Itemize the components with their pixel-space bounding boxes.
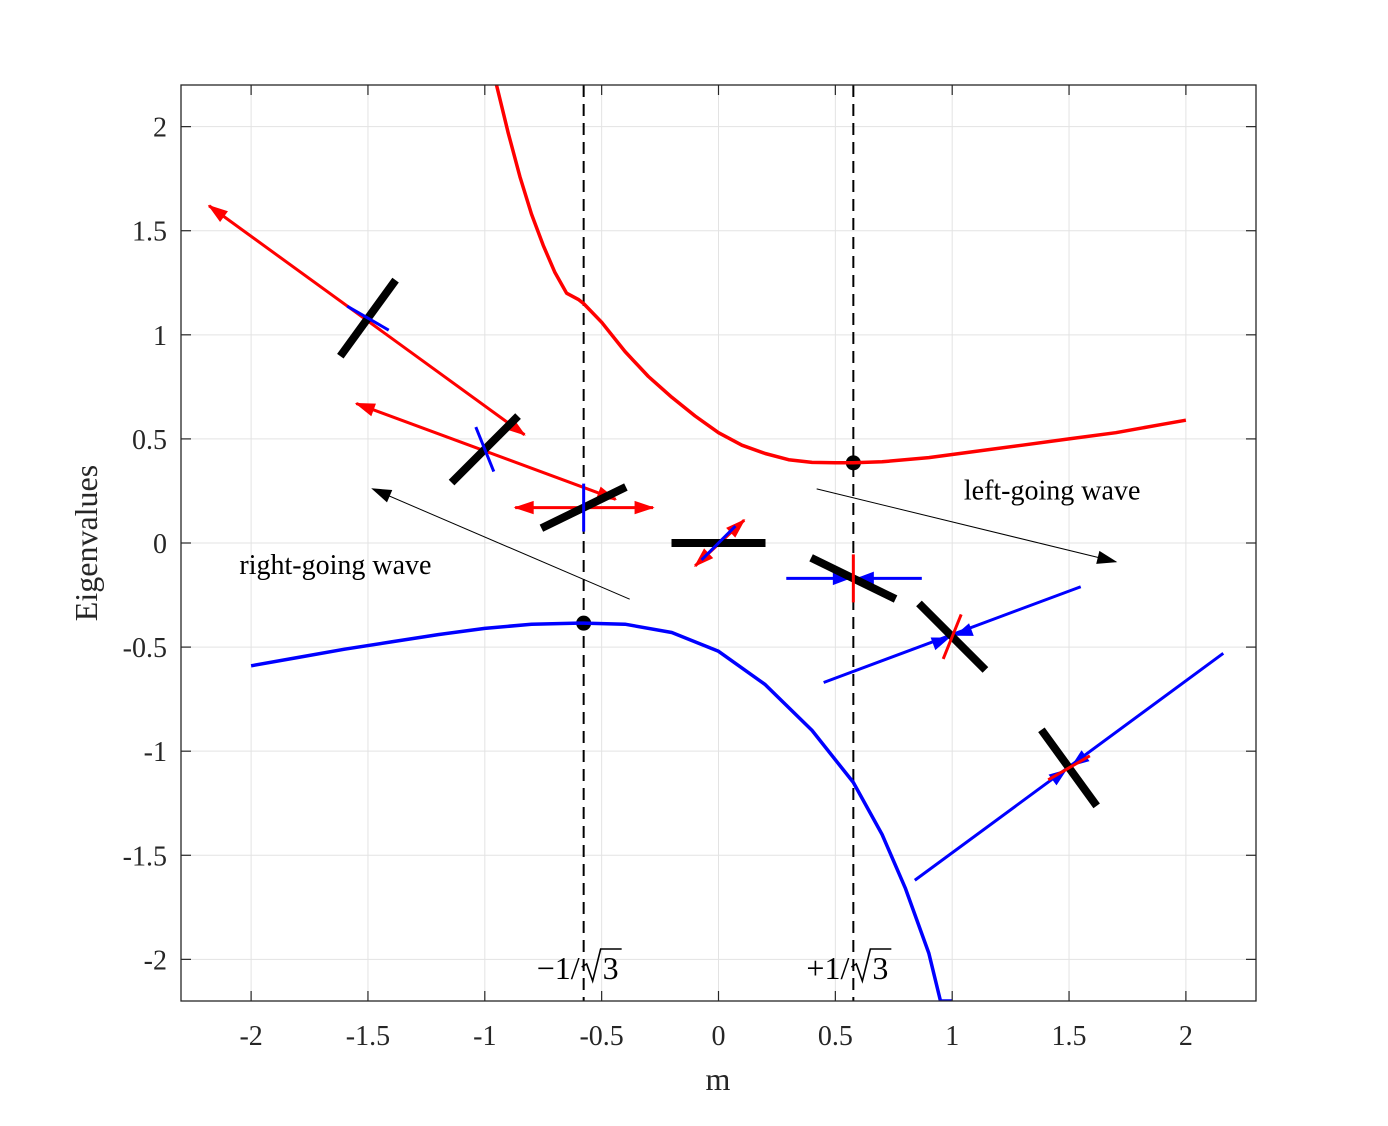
characteristic-glyph — [786, 554, 922, 603]
x-tick-label: 1.5 — [1052, 1021, 1087, 1052]
y-tick-label: -1 — [144, 737, 167, 768]
y-tick-label: 1 — [153, 321, 167, 352]
y-tick-label: -0.5 — [123, 633, 167, 664]
x-tick-label: 2 — [1179, 1021, 1193, 1052]
y-tick-label: 0.5 — [132, 425, 167, 456]
wave-annotation-arrow — [372, 488, 630, 600]
wave-annotation-text: left-going wave — [964, 475, 1140, 506]
y-axis-label: Eigenvalues — [68, 465, 104, 621]
reference-line-label: +1/3 — [806, 948, 892, 986]
characteristic-glyph — [671, 519, 766, 567]
wave-annotation-arrow — [816, 488, 1116, 563]
x-tick-label: 0 — [712, 1021, 726, 1052]
annotations: right-going wave left-going wave — [239, 475, 1140, 600]
y-tick-label: -2 — [144, 945, 167, 976]
characteristic-glyph — [823, 585, 1082, 684]
reference-line-label: −1/3 — [537, 948, 622, 986]
eigenvalue-curve — [250, 621, 953, 1001]
x-tick-label: -2 — [239, 1021, 262, 1052]
x-tick-label: 1 — [945, 1021, 959, 1052]
x-tick-label: 0.5 — [818, 1021, 853, 1052]
arrow-head — [207, 204, 228, 223]
arrow-head — [354, 402, 376, 417]
crossing-tick — [474, 426, 496, 473]
crossing-tick — [1047, 754, 1091, 782]
x-tick-label: -1.5 — [346, 1021, 390, 1052]
crossing-tick — [941, 613, 963, 660]
series — [250, 85, 1187, 1001]
characteristic-glyph — [207, 204, 526, 436]
arrow-head — [1096, 550, 1118, 564]
characteristic-glyphs — [207, 204, 1225, 882]
sqrt-symbol — [850, 948, 892, 984]
arrow-head — [954, 623, 974, 636]
wave-annotation: right-going wave — [239, 488, 630, 600]
ticks: -2 -1.5 -1 -0.5 0 0.5 1 1.5 2 2 1.5 1 0.5 0 -0.5 -1 -1.5… — [123, 85, 1256, 1052]
x-tick-label: -1 — [473, 1021, 496, 1052]
wave-annotation-text: right-going wave — [239, 550, 431, 581]
eigenvalue-curve — [494, 85, 1187, 465]
arrow-head — [513, 500, 534, 515]
y-tick-label: 1.5 — [132, 217, 167, 248]
sqrt-symbol — [581, 948, 622, 984]
reference-label-radicand: 3 — [872, 950, 888, 986]
y-tick-label: 2 — [153, 113, 167, 144]
characteristic-glyph — [513, 483, 655, 532]
x-axis-label: m — [706, 1061, 731, 1097]
x-tick-label: -0.5 — [579, 1021, 623, 1052]
crossing-tick — [346, 304, 390, 332]
reference-label-radicand: 3 — [603, 950, 619, 986]
characteristic-glyph — [354, 402, 618, 501]
arrow-head — [930, 637, 950, 651]
reference-label-prefix: +1/ — [806, 950, 849, 986]
reference-label-prefix: −1/ — [537, 950, 580, 986]
reference-lines: −1/3 +1/3 — [537, 85, 892, 1001]
arrow-head — [371, 488, 393, 503]
y-tick-label: -1.5 — [123, 841, 167, 872]
crossing-tick — [700, 524, 737, 562]
y-tick-label: 0 — [153, 529, 167, 560]
arrow-head — [634, 500, 655, 515]
characteristic-glyph — [913, 652, 1225, 882]
grid — [181, 85, 1256, 1001]
wave-annotation: left-going wave — [816, 475, 1140, 564]
